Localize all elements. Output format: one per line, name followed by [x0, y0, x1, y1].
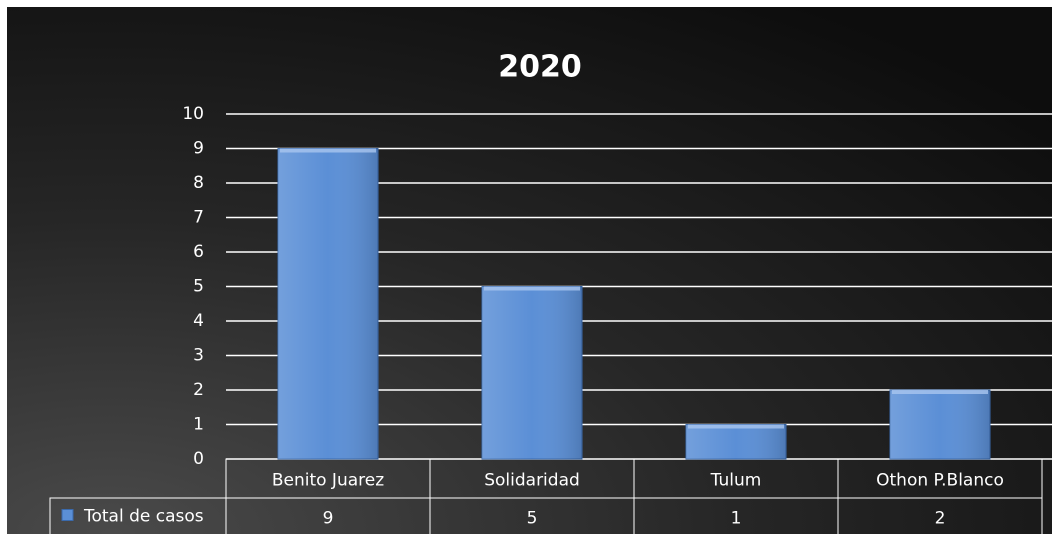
bar-highlight [484, 286, 580, 291]
y-tick-label: 10 [182, 104, 204, 124]
legend-swatch [61, 509, 74, 521]
bar-sheen [686, 424, 786, 459]
y-tick-label: 6 [193, 242, 204, 262]
x-tick-label: Solidaridad [484, 471, 580, 491]
bar-sheen [890, 390, 990, 459]
y-tick-label: 8 [193, 173, 204, 193]
y-tick-label: 2 [193, 380, 204, 400]
y-tick-label: 5 [193, 277, 204, 297]
chart-title: 2020 [498, 50, 582, 85]
table-value: 9 [323, 509, 334, 529]
y-tick-label: 9 [193, 139, 204, 159]
bar-sheen [278, 148, 378, 459]
y-tick-label: 4 [193, 311, 204, 331]
bar-highlight [280, 148, 376, 153]
table-value: 2 [935, 509, 946, 529]
y-tick-label: 0 [193, 449, 204, 469]
bar-highlight [892, 390, 988, 394]
y-tick-label: 3 [193, 346, 204, 366]
x-tick-label: Othon P.Blanco [876, 471, 1004, 491]
table-value: 1 [731, 509, 742, 529]
legend-label: Total de casos [83, 507, 204, 527]
y-tick-label: 7 [193, 208, 204, 228]
plot-area: 0 1 2 3 4 5 6 7 8 9 10 Benito Juarez Solidaridad Tulu… [49, 104, 1052, 536]
y-tick-label: 1 [193, 415, 204, 435]
x-tick-label: Tulum [710, 471, 762, 491]
table-value: 5 [527, 509, 538, 529]
table-cell [837, 497, 1043, 536]
bar-sheen [482, 286, 582, 459]
x-tick-label: Benito Juarez [272, 471, 384, 491]
bar-highlight [688, 424, 784, 429]
